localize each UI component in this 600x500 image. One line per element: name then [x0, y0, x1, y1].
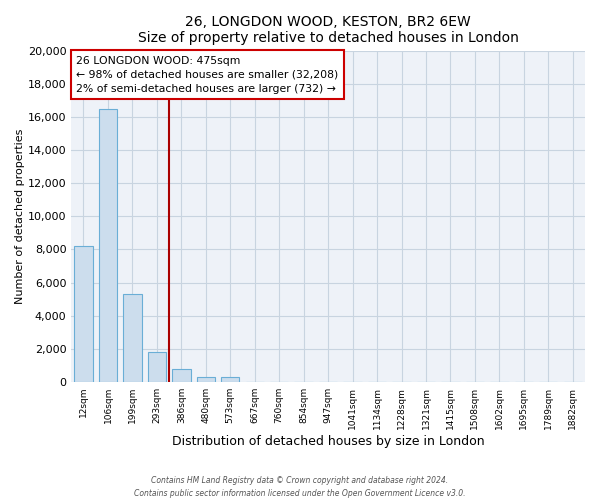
Bar [99, 108, 117, 382]
Bar [221, 377, 239, 382]
X-axis label: Distribution of detached houses by size in London: Distribution of detached houses by size … [172, 434, 484, 448]
Title: 26, LONGDON WOOD, KESTON, BR2 6EW
Size of property relative to detached houses i: 26, LONGDON WOOD, KESTON, BR2 6EW Size o… [137, 15, 518, 45]
Bar [123, 294, 142, 382]
Bar [74, 246, 92, 382]
Text: Contains HM Land Registry data © Crown copyright and database right 2024.
Contai: Contains HM Land Registry data © Crown c… [134, 476, 466, 498]
Bar [172, 368, 191, 382]
Text: 26 LONGDON WOOD: 475sqm
← 98% of detached houses are smaller (32,208)
2% of semi: 26 LONGDON WOOD: 475sqm ← 98% of detache… [76, 56, 338, 94]
Bar [148, 352, 166, 382]
Y-axis label: Number of detached properties: Number of detached properties [15, 128, 25, 304]
Bar [197, 377, 215, 382]
